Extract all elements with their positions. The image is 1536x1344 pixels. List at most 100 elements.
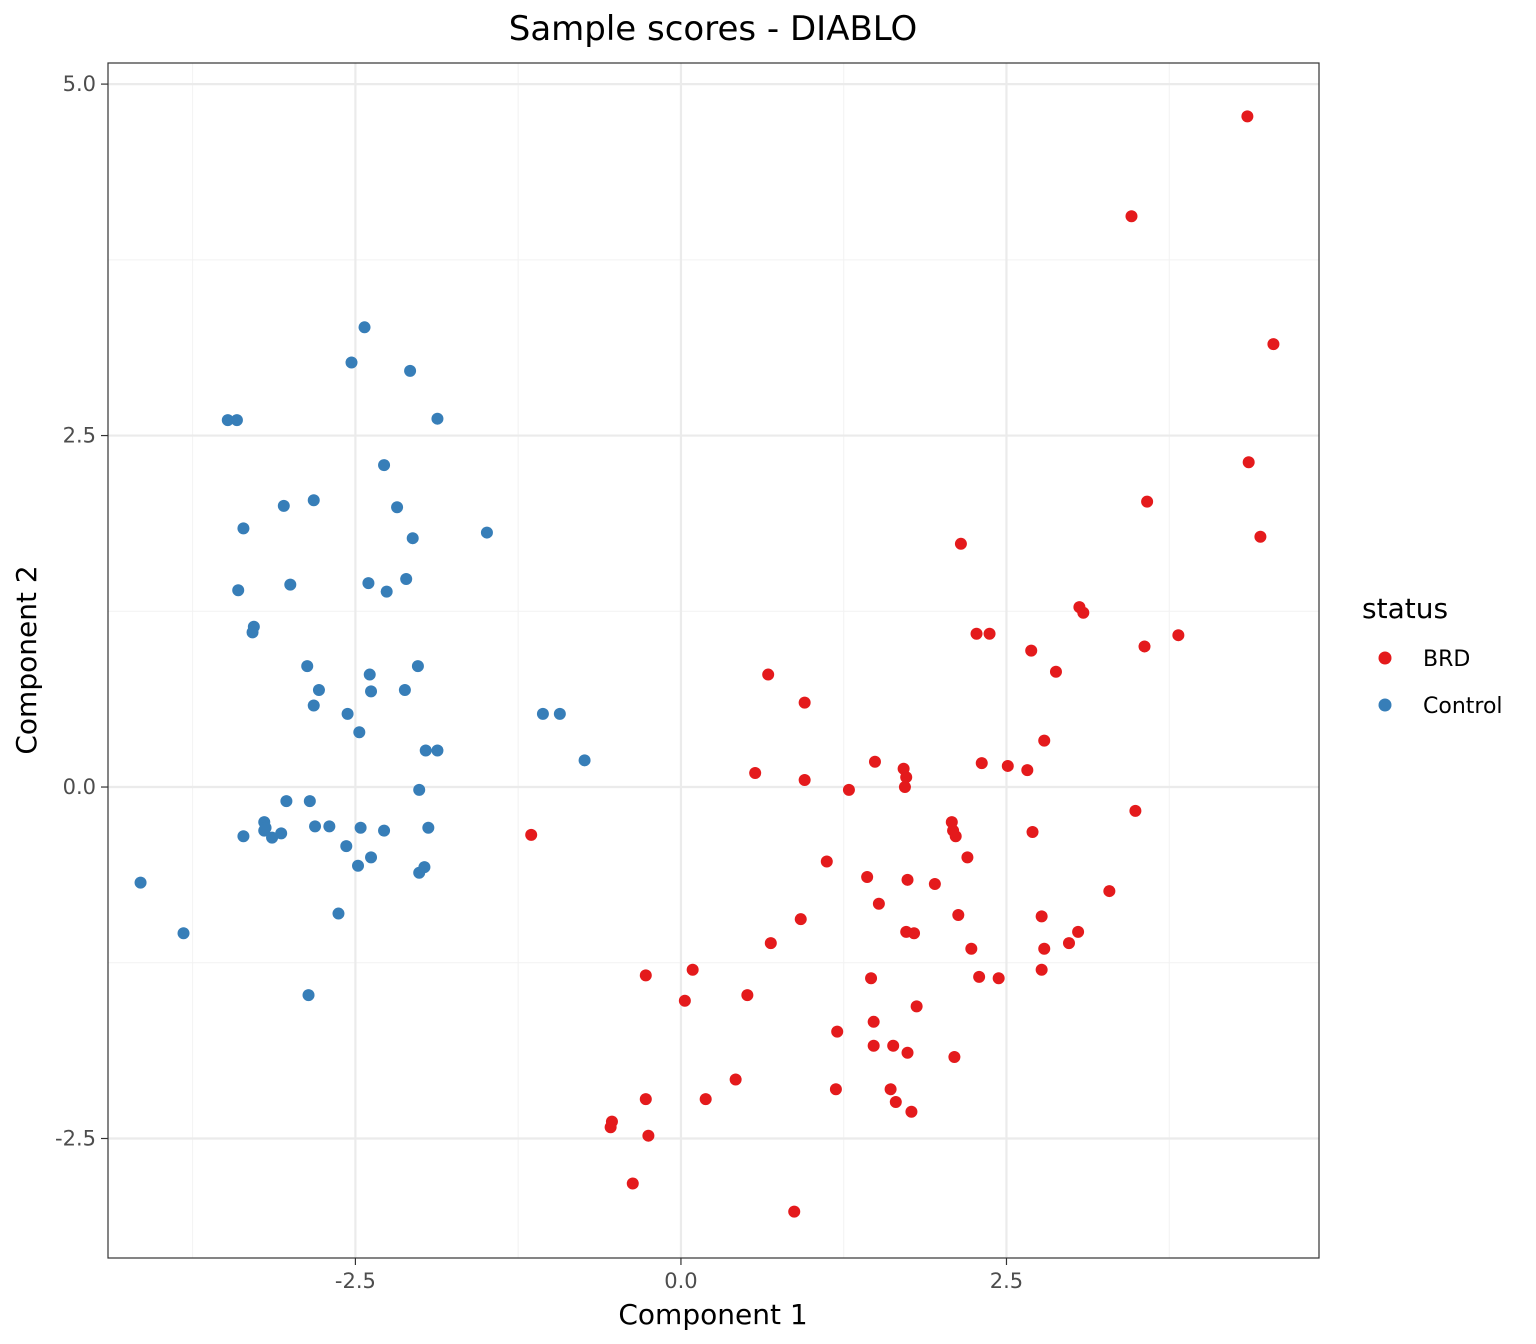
x-tick-label: -2.5 (335, 1269, 376, 1293)
point-brd (678, 994, 691, 1007)
point-control (307, 699, 320, 712)
y-axis-title: Component 2 (10, 565, 43, 754)
point-brd (764, 937, 777, 950)
point-brd (1242, 456, 1255, 469)
point-control (553, 707, 566, 720)
point-brd (798, 696, 811, 709)
point-brd (961, 851, 974, 864)
point-brd (639, 969, 652, 982)
point-control (177, 927, 190, 940)
data-points (134, 110, 1280, 1218)
legend: status BRD Control (1362, 592, 1503, 719)
point-brd (898, 781, 911, 794)
point-brd (861, 871, 874, 884)
point-brd (605, 1115, 618, 1128)
point-control (431, 412, 444, 425)
point-brd (1035, 963, 1048, 976)
point-brd (699, 1093, 712, 1106)
point-control (332, 907, 345, 920)
y-tick-label: 0.0 (63, 775, 96, 799)
point-control (365, 851, 378, 864)
point-control (480, 526, 493, 539)
point-control (345, 356, 358, 369)
point-control (406, 532, 419, 545)
point-control (277, 499, 290, 512)
point-control (362, 577, 375, 590)
point-control (419, 744, 432, 757)
point-control (578, 754, 591, 767)
point-brd (1049, 665, 1062, 678)
legend-label-brd: BRD (1423, 647, 1470, 672)
point-control (258, 824, 271, 837)
point-control (413, 783, 426, 796)
point-brd (741, 989, 754, 1002)
point-brd (949, 830, 962, 843)
minor-gridlines (108, 63, 1319, 1258)
y-tick-label: -2.5 (55, 1127, 96, 1151)
point-control (391, 501, 404, 514)
point-brd (867, 1039, 880, 1052)
major-gridlines (108, 63, 1319, 1258)
point-brd (1241, 110, 1254, 123)
y-axis-ticks: -2.5 0.0 2.5 5.0 (55, 72, 108, 1151)
x-tick-label: 0.0 (664, 1269, 697, 1293)
point-brd (1062, 937, 1075, 950)
point-brd (1138, 640, 1151, 653)
point-control (354, 821, 367, 834)
point-brd (626, 1177, 639, 1190)
point-brd (1077, 606, 1090, 619)
point-control (341, 707, 354, 720)
point-brd (798, 774, 811, 786)
point-control (307, 494, 320, 507)
point-brd (1125, 210, 1138, 223)
point-brd (820, 855, 833, 868)
point-brd (867, 1015, 880, 1028)
point-brd (842, 783, 855, 796)
legend-label-control: Control (1423, 694, 1503, 719)
point-brd (889, 1095, 902, 1108)
point-brd (794, 913, 807, 926)
point-brd (1021, 764, 1034, 777)
point-brd (900, 771, 913, 784)
point-brd (1038, 734, 1051, 747)
point-brd (905, 1105, 918, 1118)
point-control (398, 684, 411, 697)
point-brd (872, 897, 885, 910)
point-control (275, 827, 288, 840)
point-brd (749, 766, 762, 779)
plot-panel-border (107, 62, 1320, 1259)
point-control (221, 414, 234, 427)
point-control (134, 876, 147, 889)
point-control (309, 820, 322, 833)
point-brd (983, 627, 996, 640)
point-brd (1001, 759, 1014, 772)
point-brd (639, 1093, 652, 1106)
x-axis-title: Component 1 (618, 1298, 807, 1331)
point-control (230, 414, 243, 427)
y-tick-label: 5.0 (63, 72, 96, 96)
point-brd (729, 1073, 742, 1086)
point-brd (1172, 629, 1185, 642)
y-tick-label: 2.5 (63, 424, 96, 448)
point-control (400, 572, 413, 585)
x-axis-ticks: -2.5 0.0 2.5 (335, 1258, 1023, 1293)
point-control (413, 866, 426, 879)
point-control (280, 795, 293, 808)
point-brd (1035, 910, 1048, 923)
point-brd (952, 908, 965, 921)
point-brd (884, 1083, 897, 1096)
chart-title: Sample scores - DIABLO (509, 9, 918, 49)
point-brd (1141, 495, 1154, 508)
point-brd (1072, 925, 1085, 938)
point-control (302, 989, 315, 1002)
point-control (411, 660, 424, 673)
point-control (312, 684, 325, 697)
point-brd (973, 970, 986, 983)
point-control (237, 830, 250, 843)
point-brd (954, 537, 967, 550)
point-brd (642, 1129, 655, 1142)
point-control (353, 726, 366, 739)
legend-title: status (1362, 592, 1448, 625)
x-tick-label: 2.5 (990, 1269, 1023, 1293)
